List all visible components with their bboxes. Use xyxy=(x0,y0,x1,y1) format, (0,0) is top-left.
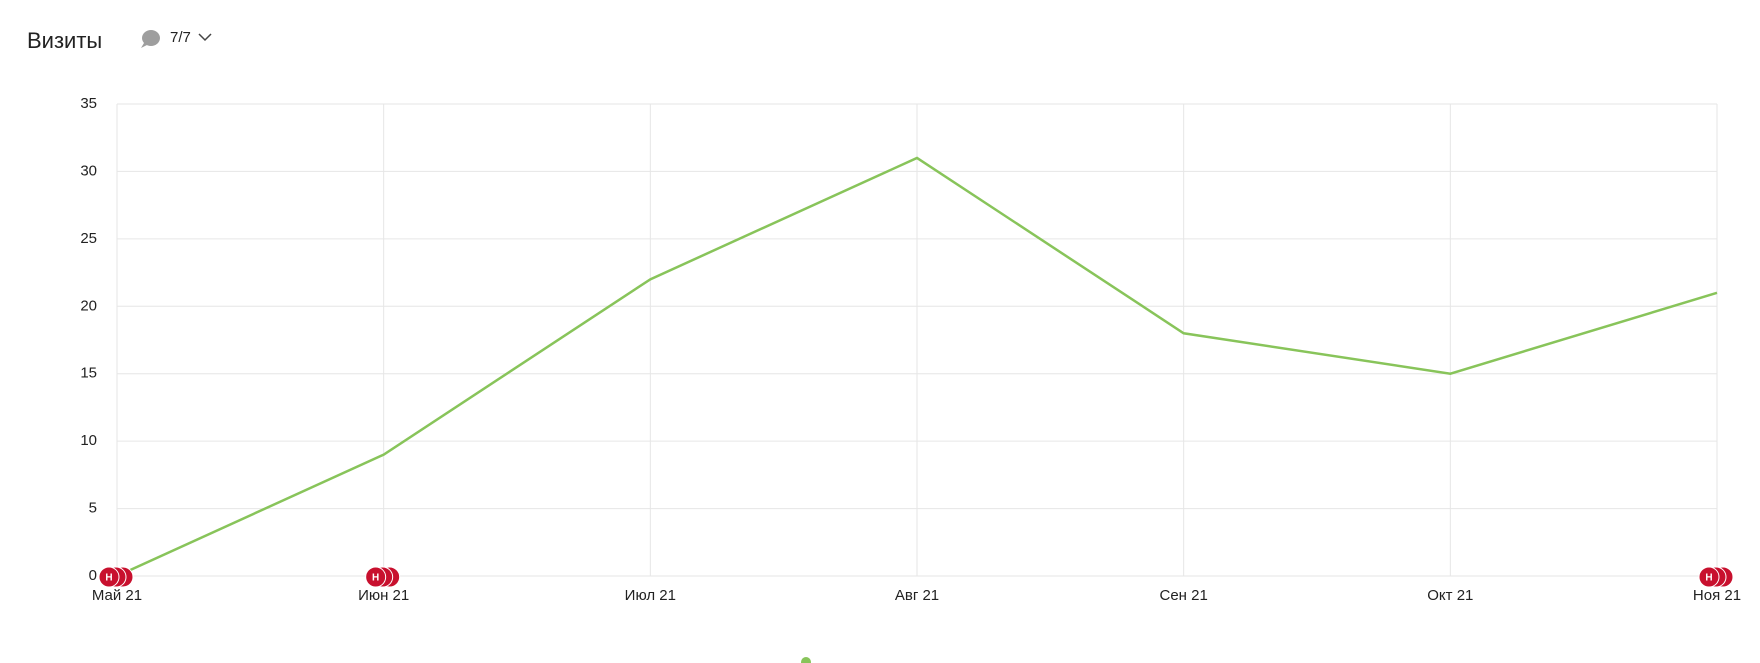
annotation-count: 7/7 xyxy=(170,29,191,46)
x-tick-label: Окт 21 xyxy=(1427,587,1473,604)
x-tick-label: Май 21 xyxy=(92,587,142,604)
y-tick-label: 25 xyxy=(80,230,97,247)
annotation-marker[interactable]: Н xyxy=(365,566,401,588)
x-tick-label: Ноя 21 xyxy=(1693,587,1741,604)
annotation-toggle[interactable]: 7/7 xyxy=(141,29,212,48)
legend-dot xyxy=(801,657,811,663)
y-tick-label: 15 xyxy=(80,365,97,382)
annotation-label: Н xyxy=(372,573,379,584)
annotation-marker[interactable]: Н xyxy=(1698,566,1734,588)
annotation-label: Н xyxy=(105,573,112,584)
y-tick-label: 35 xyxy=(80,95,97,112)
chart-title: Визиты xyxy=(27,28,102,53)
annotation-bubble xyxy=(365,566,387,588)
comment-icon xyxy=(142,30,160,46)
x-tick-label: Сен 21 xyxy=(1160,587,1208,604)
x-tick-label: Июл 21 xyxy=(625,587,676,604)
series-line xyxy=(116,156,1718,578)
y-tick-label: 30 xyxy=(80,162,97,179)
annotation-marker[interactable]: Н xyxy=(98,566,134,588)
y-tick-label: 0 xyxy=(89,567,97,584)
dropdown-caret xyxy=(198,33,212,42)
y-tick-label: 10 xyxy=(80,432,97,449)
annotation-bubble xyxy=(98,566,120,588)
y-tick-label: 5 xyxy=(89,500,97,517)
comment-icon-tail xyxy=(141,43,149,48)
annotation-bubble xyxy=(1698,566,1720,588)
annotation-label: Н xyxy=(1705,573,1712,584)
x-tick-label: Июн 21 xyxy=(358,587,409,604)
x-tick-label: Авг 21 xyxy=(895,587,939,604)
y-tick-label: 20 xyxy=(80,297,97,314)
